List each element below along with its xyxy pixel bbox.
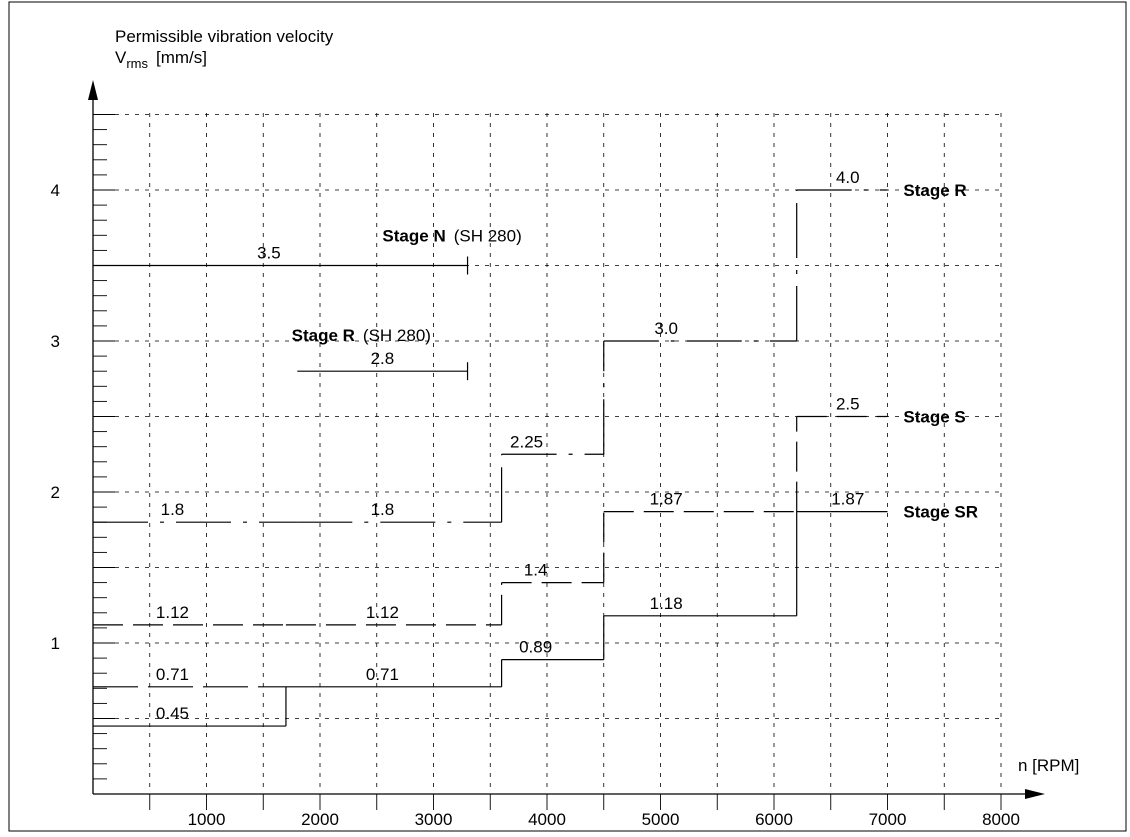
y-tick-label: 2 (51, 483, 60, 502)
annotation-model: (SH 280) (363, 326, 431, 345)
annotation-stage-name: Stage R (292, 326, 355, 345)
y-axis-subscript: rms (126, 56, 148, 71)
x-tick-label: 2000 (301, 810, 339, 829)
x-tick-label: 1000 (188, 810, 226, 829)
value-label: 0.71 (366, 665, 399, 684)
value-label: 1.12 (156, 603, 189, 622)
y-axis-unit-label: Vrms [mm/s] (115, 48, 207, 71)
value-label: 4.0 (836, 168, 860, 187)
value-label: 1.18 (650, 594, 683, 613)
grid (95, 113, 1002, 792)
x-axis-title: n [RPM] (1018, 756, 1079, 775)
value-label: 1.87 (650, 490, 683, 509)
value-label: 1.8 (161, 500, 185, 519)
value-label: 3.5 (257, 244, 281, 263)
annotation-stage-n: Stage N (SH 280) (382, 226, 521, 245)
annotation-stage-sr: Stage SR (903, 503, 978, 522)
y-tick-label: 3 (51, 332, 60, 351)
value-label: 1.8 (371, 500, 395, 519)
value-label: 3.0 (654, 319, 678, 338)
x-tick-label: 7000 (869, 810, 907, 829)
series-stage-s (93, 415, 888, 626)
stage-annotations: Stage N (SH 280)Stage R (SH 280)Stage RSta… (292, 181, 978, 522)
x-tick-label: 5000 (642, 810, 680, 829)
annotation-model: (SH 280) (454, 226, 522, 245)
value-label: 0.45 (156, 704, 189, 723)
chart-border (8, 1, 1127, 832)
y-axis-symbol: V (115, 48, 127, 67)
series-stage-n-sh-280 (93, 256, 469, 275)
series-stage-r-sh-280 (297, 362, 469, 381)
x-tick-label: 6000 (755, 810, 793, 829)
series-stage-r (93, 189, 888, 523)
annotation-stage-s: Stage S (903, 408, 965, 427)
series-stage-sr (93, 511, 888, 727)
value-labels: 3.5 2.8 1.8 1.8 2.25 3.0 4.0 1.12 1.12 1.4 1.87 2.5… (156, 168, 864, 723)
y-axis-unit: [mm/s] (156, 48, 207, 67)
value-label: 2.8 (371, 349, 395, 368)
y-axis-title: Permissible vibration velocity (115, 27, 334, 46)
series-lines (93, 189, 888, 727)
annotation-stage-name: Stage S (903, 408, 965, 427)
x-tick-label: 3000 (415, 810, 453, 829)
annotation-stage-r: Stage R (903, 181, 966, 200)
y-tick-label: 1 (51, 634, 60, 653)
value-label: 2.25 (510, 432, 543, 451)
y-axis-arrow (88, 80, 98, 100)
value-label: 1.87 (831, 490, 864, 509)
x-tick-label: 4000 (528, 810, 566, 829)
annotation-stage-name: Stage SR (903, 503, 978, 522)
value-label: 1.12 (366, 603, 399, 622)
x-axis-arrow (1025, 789, 1045, 799)
annotation-stage-r-sh280: Stage R (SH 280) (292, 326, 431, 345)
value-label: 1.4 (524, 561, 548, 580)
value-label: 0.71 (156, 665, 189, 684)
value-label: 2.5 (836, 395, 860, 414)
annotation-stage-name: Stage N (382, 226, 445, 245)
annotation-stage-name: Stage R (903, 181, 966, 200)
x-tick-label: 8000 (982, 810, 1020, 829)
axes: 1000 2000 3000 4000 5000 6000 7000 8000 1 2 3 4 (51, 80, 1045, 829)
value-label: 0.89 (519, 638, 552, 657)
y-tick-label: 4 (51, 181, 60, 200)
